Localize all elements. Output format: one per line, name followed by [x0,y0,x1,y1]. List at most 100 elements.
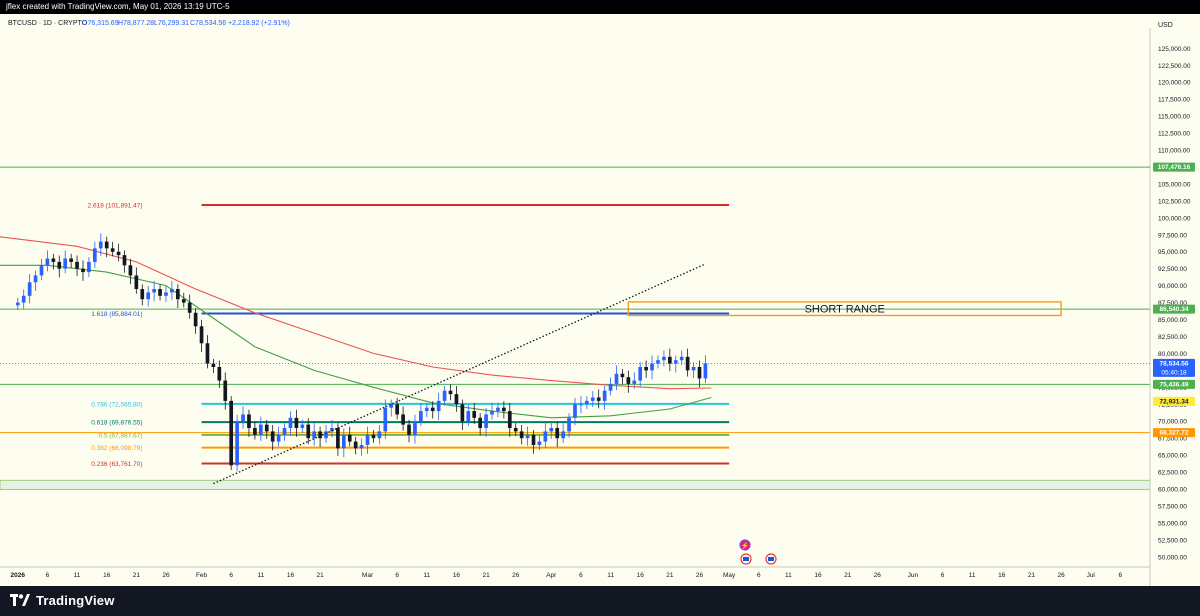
candle-body[interactable] [211,363,216,367]
candle-body[interactable] [39,265,44,276]
candle-body[interactable] [401,414,405,425]
candle-body[interactable] [247,414,251,429]
candle-body[interactable] [98,241,103,249]
candle-body[interactable] [525,434,530,439]
us-economic-event-icon[interactable] [740,553,752,565]
candle-body[interactable] [573,404,577,418]
candle-body[interactable] [181,299,186,303]
candle-body[interactable] [448,390,453,395]
candle-body[interactable] [537,441,542,445]
candle-body[interactable] [146,292,151,300]
candle-body[interactable] [424,407,429,412]
candle-body[interactable] [632,380,637,384]
candle-body[interactable] [199,326,204,344]
candle-body[interactable] [519,431,524,439]
candle-body[interactable] [478,417,482,429]
candle-body[interactable] [620,373,625,378]
chart-area[interactable]: 2.618 (101,891.47) 1.618 (85,884.01) 0.786… [0,14,1200,586]
candle-body[interactable] [419,411,423,422]
candle-body[interactable] [15,302,20,306]
trend-line[interactable] [213,263,706,485]
candle-body[interactable] [602,390,607,401]
candle-body[interactable] [128,265,133,276]
candle-body[interactable] [27,282,32,296]
candle-body[interactable] [460,404,465,422]
us-economic-event-icon-2[interactable] [765,553,777,565]
candle-body[interactable] [430,407,435,412]
candle-body[interactable] [626,377,631,384]
candle-body[interactable] [312,431,317,439]
candle-body[interactable] [442,390,447,401]
candle-body[interactable] [330,428,334,432]
candle-body[interactable] [543,431,548,442]
candle-body[interactable] [507,411,512,429]
candle-body[interactable] [336,428,340,449]
candle-body[interactable] [282,428,287,435]
candle-body[interactable] [134,275,139,290]
candle-body[interactable] [264,424,269,432]
candle-body[interactable] [685,356,690,371]
candle-body[interactable] [436,400,441,412]
candle-body[interactable] [614,373,619,384]
candle-body[interactable] [579,404,583,406]
candle-body[interactable] [347,434,352,442]
candle-body[interactable] [359,444,364,449]
candle-body[interactable] [288,417,293,429]
flash-event-icon[interactable]: ⚡ [739,539,751,551]
candle-body[interactable] [472,411,477,418]
candle-body[interactable] [300,424,305,429]
candle-body[interactable] [217,366,222,381]
candle-body[interactable] [608,383,613,391]
candle-body[interactable] [389,404,394,408]
candle-body[interactable] [395,404,400,415]
price-chart[interactable]: 2.618 (101,891.47) 1.618 (85,884.01) 0.786… [0,14,1200,586]
candle-body[interactable] [33,275,38,283]
candle-body[interactable] [104,241,109,249]
candle-body[interactable] [140,289,145,300]
candle-body[interactable] [668,356,672,364]
candle-body[interactable] [656,360,660,364]
candle-body[interactable] [170,289,174,293]
candle-body[interactable] [158,289,162,296]
candle-body[interactable] [152,289,156,293]
candle-body[interactable] [164,292,168,296]
candle-body[interactable] [193,312,198,327]
candle-body[interactable] [365,434,370,445]
candle-body[interactable] [110,248,115,252]
candle-body[interactable] [81,268,85,273]
candle-body[interactable] [383,407,388,432]
candle-body[interactable] [567,417,571,432]
candle-body[interactable] [697,366,702,379]
candle-body[interactable] [223,380,228,401]
candle-body[interactable] [679,356,684,361]
candle-body[interactable] [673,360,678,364]
candle-body[interactable] [341,434,346,449]
candle-body[interactable] [407,424,411,435]
candle-body[interactable] [93,248,97,262]
candle-body[interactable] [513,428,518,432]
candle-body[interactable] [490,411,494,415]
candle-body[interactable] [51,258,56,262]
candle-body[interactable] [590,397,595,401]
candle-body[interactable] [324,431,328,439]
candle-body[interactable] [691,366,696,371]
candle-body[interactable] [63,258,68,269]
candle-body[interactable] [229,400,234,466]
candle-body[interactable] [555,428,560,439]
candle-body[interactable] [377,431,382,439]
candle-body[interactable] [596,397,601,401]
candle-body[interactable] [662,356,666,361]
candle-body[interactable] [644,366,648,371]
candle-body[interactable] [175,289,180,300]
candle-body[interactable] [294,417,299,429]
tradingview-brand[interactable]: TradingView [10,593,115,608]
candle-body[interactable] [454,394,459,405]
candle-body[interactable] [650,363,654,371]
candle-body[interactable] [122,255,127,266]
candle-body[interactable] [638,366,643,381]
candle-body[interactable] [75,261,79,269]
candle-body[interactable] [531,434,536,445]
candle-body[interactable] [276,434,281,442]
candle-body[interactable] [205,343,210,364]
candle-body[interactable] [703,363,708,379]
